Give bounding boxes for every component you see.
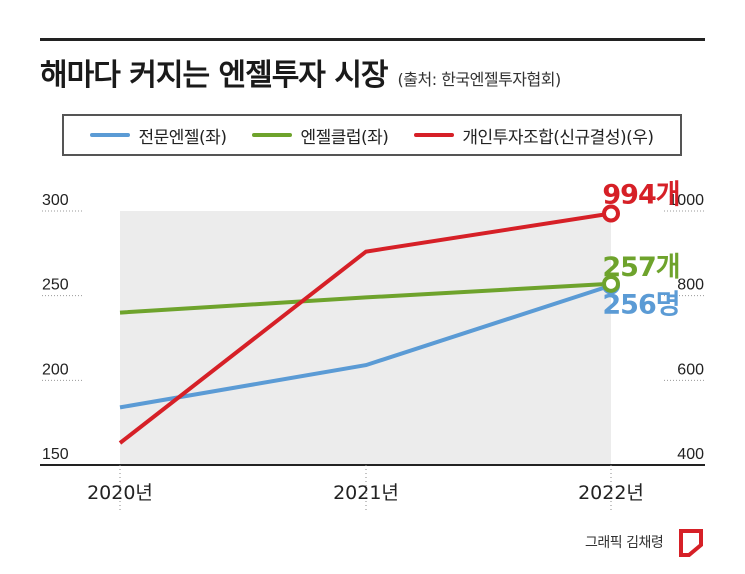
graphic-credit: 그래픽 김채령 xyxy=(585,535,664,551)
publisher-logo-icon xyxy=(679,529,703,557)
chart-title-text: 해마다 커지는 엔젤투자 시장 xyxy=(40,58,389,93)
source-note: (출처: 한국엔젤투자협회) xyxy=(397,70,562,89)
series-end-label-0: 256명 xyxy=(602,290,679,321)
left-axis-tick-label: 300 xyxy=(42,192,69,209)
series-line-0 xyxy=(119,283,612,410)
series-end-label-1: 257개 xyxy=(602,252,679,283)
left-axis-tick-label: 150 xyxy=(42,446,69,463)
left-axis-tick-label: 250 xyxy=(42,277,69,294)
x-axis-category-label: 2021년 xyxy=(333,482,399,504)
series-line-2 xyxy=(118,211,612,445)
right-axis-tick-label: 1000 xyxy=(668,192,704,209)
legend-swatch-pro-angel xyxy=(90,133,131,137)
legend-item-personal-fund: 개인투자조합(신규결성)(우) xyxy=(414,123,654,148)
series-end-label-2: 994개 xyxy=(602,180,679,211)
top-rule xyxy=(40,38,705,41)
legend-item-angel-club: 엔젤클럽(좌) xyxy=(252,123,389,148)
series-end-marker-2 xyxy=(602,204,620,223)
legend-item-pro-angel: 전문엔젤(좌) xyxy=(90,123,227,148)
plot-shaded-area xyxy=(120,211,611,465)
right-axis-tick-label: 600 xyxy=(677,361,704,378)
series-end-marker-1 xyxy=(602,274,620,293)
series-line-1 xyxy=(119,281,612,315)
x-axis-category-label: 2022년 xyxy=(578,482,644,504)
legend-label-pro-angel: 전문엔젤(좌) xyxy=(138,127,227,148)
right-axis-tick-label: 800 xyxy=(677,277,704,294)
left-axis-tick-label: 200 xyxy=(42,361,69,378)
legend-label-angel-club: 엔젤클럽(좌) xyxy=(300,127,389,148)
legend: 전문엔젤(좌) 엔젤클럽(좌) 개인투자조합(신규결성)(우) xyxy=(62,114,682,156)
right-axis-tick-label: 400 xyxy=(677,446,704,463)
x-axis-category-label: 2020년 xyxy=(87,482,153,504)
chart-title: 해마다 커지는 엔젤투자 시장 (출처: 한국엔젤투자협회) xyxy=(40,50,561,94)
legend-swatch-angel-club xyxy=(252,133,293,137)
legend-swatch-personal-fund xyxy=(414,133,455,137)
legend-label-personal-fund: 개인투자조합(신규결성)(우) xyxy=(462,127,654,148)
